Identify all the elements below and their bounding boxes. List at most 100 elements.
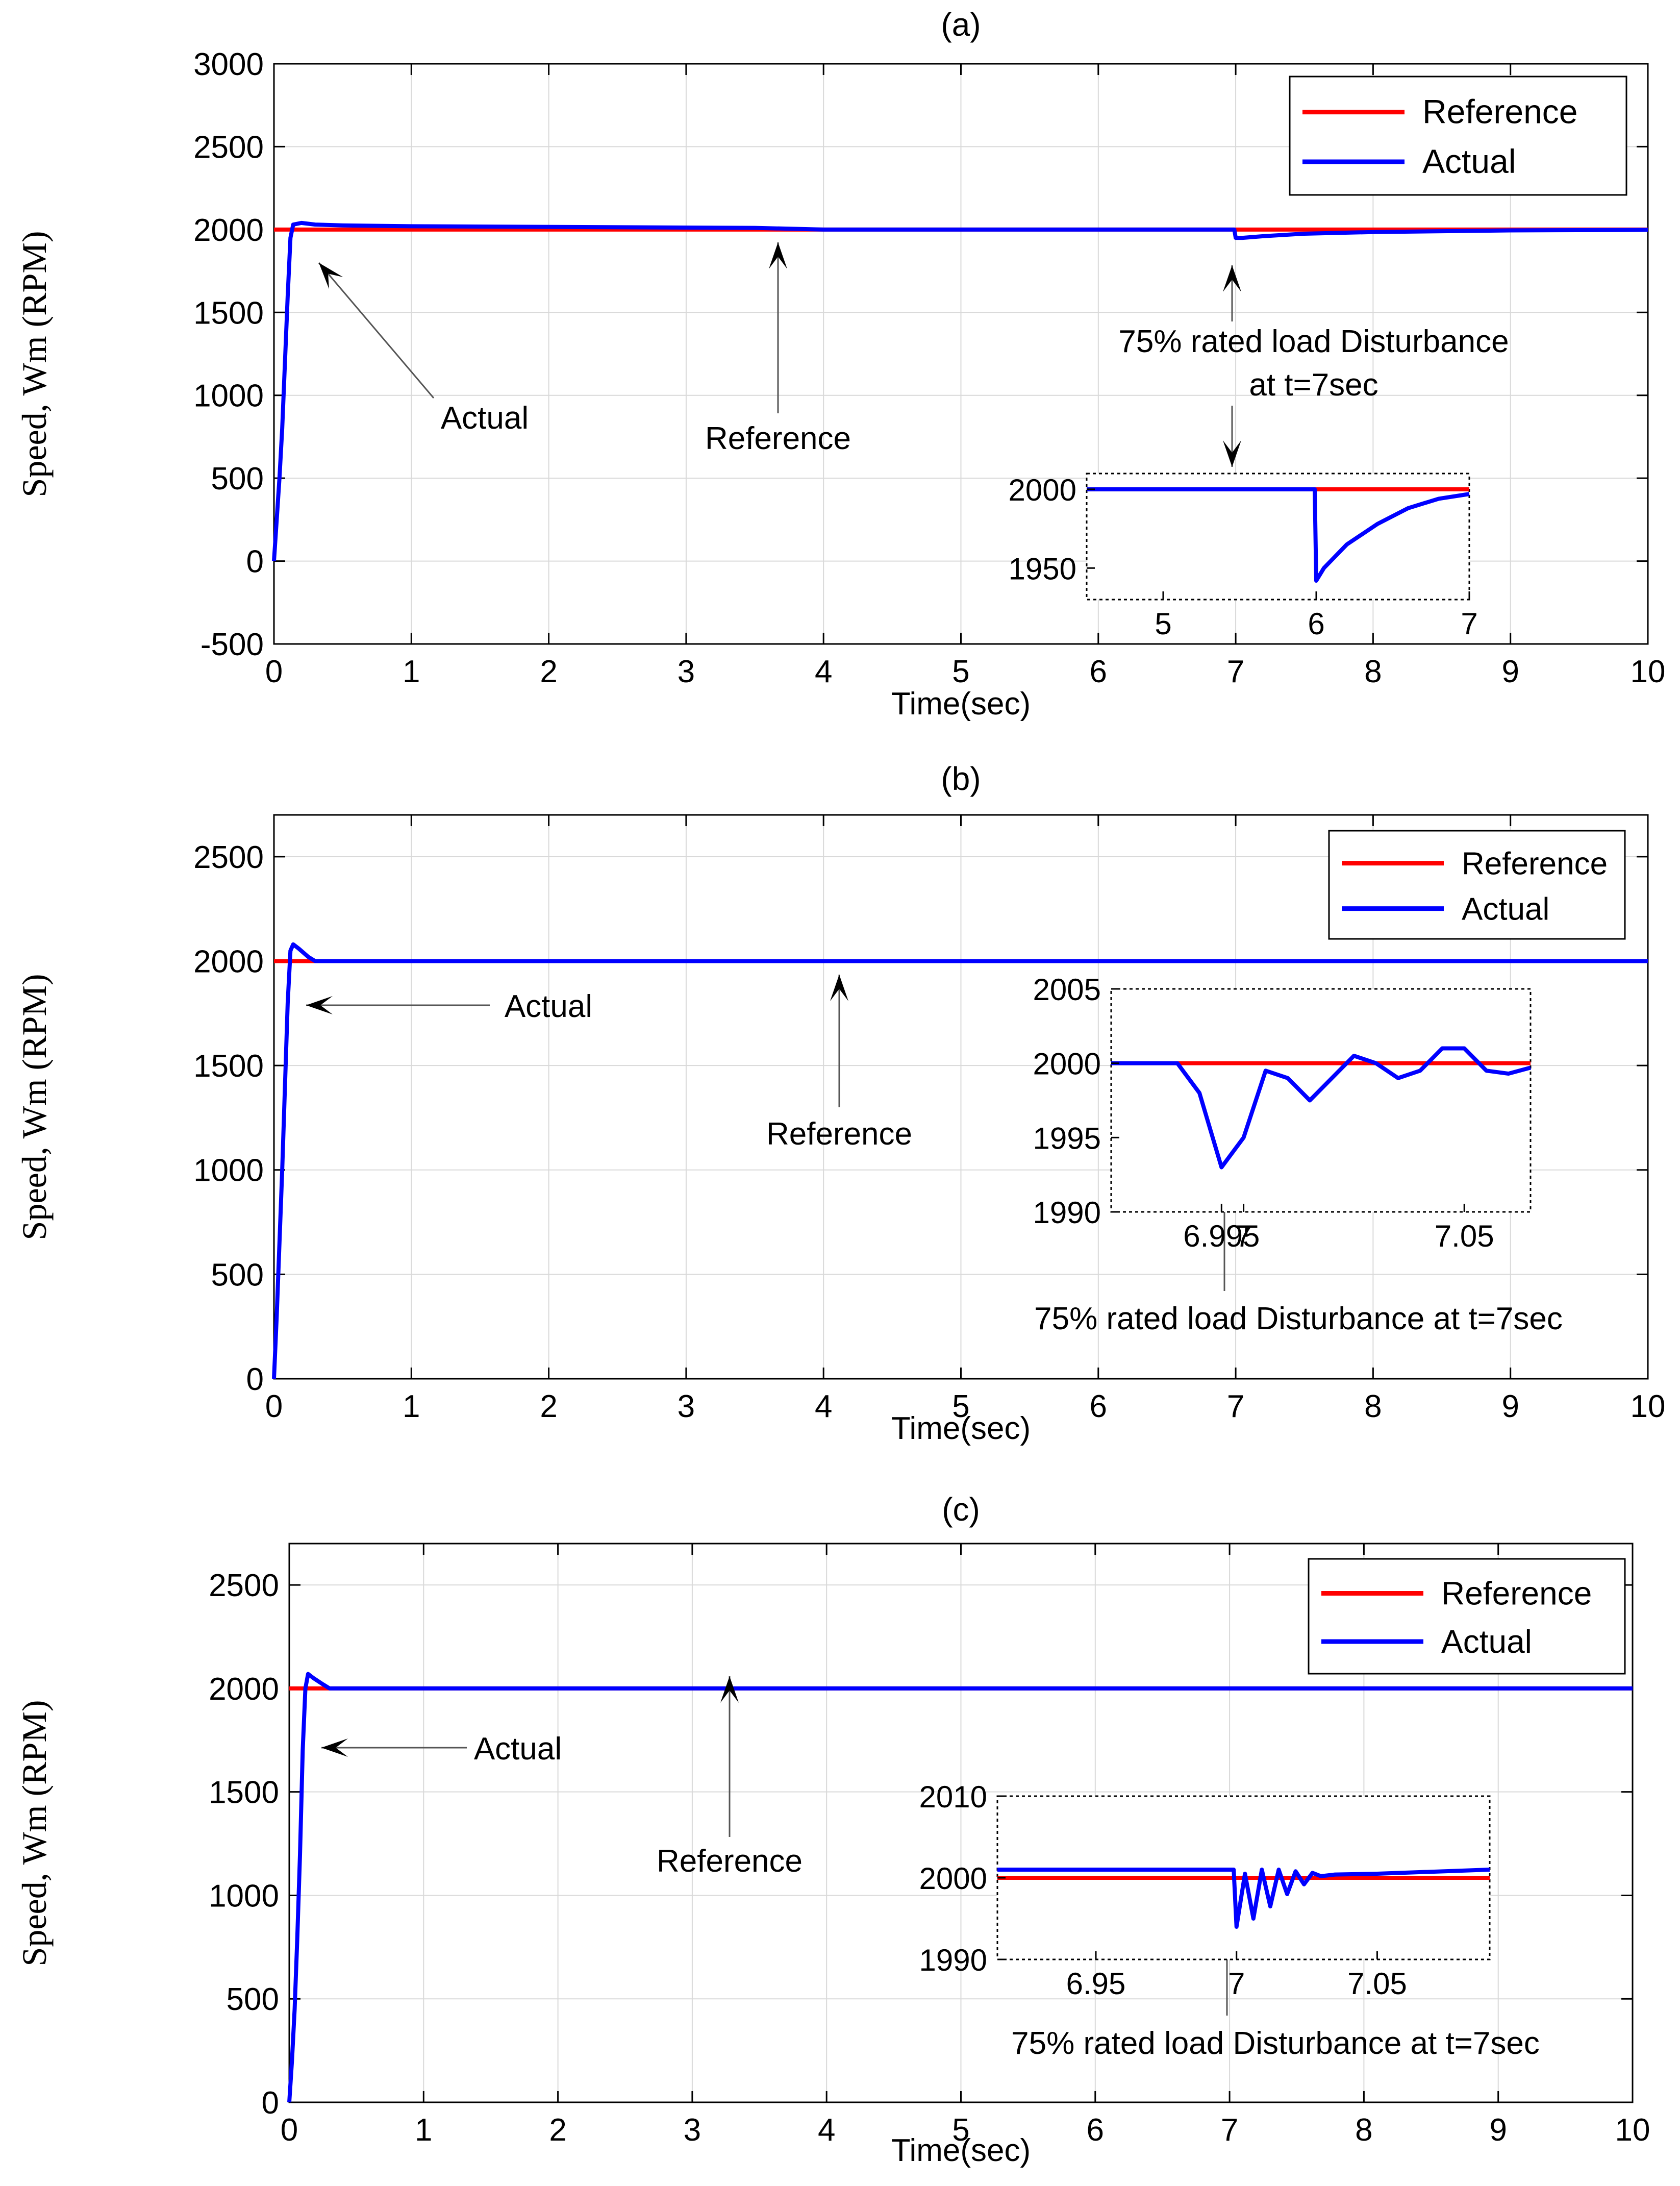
y-tick-label: 0 — [262, 2085, 279, 2121]
legend-label-reference: Reference — [1441, 1575, 1592, 1612]
x-tick-label: 10 — [1615, 2113, 1650, 2148]
panel-a: (a)0 1 2 3 4 5 6 7 8 9 10-500050010001500200025003… — [15, 6, 1665, 722]
y-tick-label: -500 — [200, 627, 264, 662]
x-tick-label: 1 — [403, 1389, 420, 1424]
annotation-label: 75% rated load Disturbance at t=7sec — [1034, 1301, 1563, 1336]
annotation-label: Actual — [474, 1731, 562, 1767]
annotation-arrow-head — [1223, 440, 1241, 467]
x-tick-label: 6 — [1087, 2113, 1104, 2148]
x-tick-label: 10 — [1631, 654, 1666, 689]
annotation-arrow — [720, 1676, 739, 1837]
panel-b: (b) 0 1 2 3 4 5 6 7 8 9 10 0 500 1000 1500 2000 2500 Time(… — [15, 760, 1665, 1446]
series-actual-line — [287, 1672, 1633, 2103]
annotation-arrow-head — [830, 975, 848, 1001]
inset-x-tick-label: 6.95 — [1066, 1967, 1126, 2001]
x-tick-label: 9 — [1501, 654, 1519, 689]
annotation-label: Reference — [657, 1844, 803, 1879]
x-tick-label: 9 — [1501, 1389, 1519, 1424]
x-tick-label: 8 — [1355, 2113, 1372, 2148]
annotation-label: Actual — [441, 401, 529, 436]
x-tick-label: 9 — [1489, 2113, 1507, 2148]
inset-y-tick-label: 1995 — [1033, 1121, 1101, 1155]
x-tick-label: 5 — [952, 2113, 969, 2148]
x-axis-label: Time(sec) — [891, 686, 1031, 722]
annotation-arrow-head — [321, 1738, 348, 1757]
series-actual-line — [272, 220, 1648, 561]
x-tick-label: 7 — [1227, 654, 1244, 689]
y-tick-label: 0 — [246, 544, 264, 580]
x-tick-label: 0 — [265, 1389, 283, 1424]
x-tick-label: 8 — [1364, 1389, 1382, 1424]
y-tick-label: 500 — [227, 1982, 279, 2017]
inset-y-tick-label: 2000 — [1009, 473, 1076, 507]
inset-y-tick-label: 2005 — [1033, 973, 1101, 1007]
x-tick-label: 1 — [403, 654, 420, 689]
y-tick-label: 2000 — [193, 213, 264, 248]
y-tick-label: 500 — [211, 1257, 264, 1293]
annotation-arrow — [1223, 265, 1241, 321]
x-tick-label: 5 — [952, 654, 969, 689]
inset-x-tick-label: 6 — [1308, 607, 1324, 641]
x-tick-label: 7 — [1221, 2113, 1238, 2148]
inset-x-tick-label: 7 — [1228, 1967, 1245, 2001]
x-axis-label: Time(sec) — [891, 2133, 1031, 2168]
panel-c: (c) 0 1 2 3 4 5 6 7 8 9 10 0 500 1000 1500 2000 2500 Time(… — [15, 1491, 1650, 2168]
legend-box — [1328, 830, 1626, 940]
series-actual-line — [272, 942, 1648, 1379]
y-tick-label: 2000 — [209, 1672, 279, 1707]
annotation-arrow-head — [1223, 265, 1241, 292]
inset-chart: 5 6 7 1950 2000 — [1009, 473, 1478, 641]
x-tick-label: 0 — [281, 2113, 298, 2148]
y-axis-label: Speed, Wm (RPM) — [15, 1700, 54, 1967]
annotation-arrow-head — [306, 996, 333, 1014]
legend: Reference Actual — [1308, 1558, 1626, 1675]
x-tick-label: 0 — [265, 654, 283, 689]
annotation-arrow — [318, 262, 435, 399]
x-tick-label: 8 — [1364, 654, 1382, 689]
annotation-label: at t=7sec — [1249, 367, 1378, 403]
y-tick-label: 1500 — [193, 1049, 264, 1084]
inset-y-tick-label: 1990 — [919, 1943, 987, 1977]
y-axis-label: Speed, Wm (RPM) — [15, 974, 54, 1240]
annotation-arrow-head — [319, 263, 343, 289]
y-tick-label: 0 — [246, 1362, 264, 1397]
y-tick-label: 1000 — [193, 379, 264, 414]
inset-frame — [1086, 473, 1470, 601]
x-tick-label: 2 — [540, 1389, 557, 1424]
legend-label-actual: Actual — [1462, 892, 1549, 927]
chart-title: (a) — [941, 6, 981, 43]
inset-x-tick-label: 7.05 — [1347, 1967, 1407, 2001]
x-tick-label: 3 — [678, 654, 695, 689]
annotation-label: 75% rated load Disturbance — [1118, 324, 1509, 359]
y-tick-label: 2500 — [193, 130, 264, 165]
inset-y-tick-label: 2000 — [919, 1861, 987, 1896]
y-tick-label: 1000 — [193, 1153, 264, 1188]
y-tick-label: 1500 — [209, 1775, 279, 1810]
inset-x-tick-label: 5 — [1155, 607, 1171, 641]
x-tick-label: 2 — [549, 2113, 566, 2148]
inset-y-tick-label: 2010 — [919, 1780, 987, 1814]
annotation-label: 75% rated load Disturbance at t=7sec — [1011, 2026, 1540, 2061]
legend-label-reference: Reference — [1462, 847, 1608, 882]
inset-x-tick-label: 7.05 — [1435, 1219, 1494, 1253]
y-tick-label: 3000 — [193, 47, 264, 82]
inset-x-tick-label: 7 — [1235, 1219, 1252, 1253]
chart-title: (b) — [941, 760, 981, 797]
annotation-label: Actual — [505, 989, 592, 1024]
inset-chart: 6.95 7 7.05 1990 2000 2010 — [919, 1780, 1491, 2001]
annotation-arrow-head — [769, 242, 787, 269]
legend-label-actual: Actual — [1422, 142, 1516, 180]
x-tick-label: 6 — [1090, 1389, 1107, 1424]
x-tick-label: 1 — [415, 2113, 432, 2148]
x-tick-label: 3 — [684, 2113, 701, 2148]
y-tick-label: 2000 — [193, 944, 264, 979]
annotation-label: Reference — [705, 421, 851, 456]
annotation-arrow — [1223, 406, 1241, 467]
inset-series-actual-line — [997, 1868, 1490, 1929]
x-tick-label: 2 — [540, 654, 557, 689]
annotation-arrow — [769, 242, 787, 413]
annotation-arrow-shaft — [318, 262, 435, 399]
x-tick-label: 3 — [678, 1389, 695, 1424]
y-tick-label: 1000 — [209, 1878, 279, 1914]
